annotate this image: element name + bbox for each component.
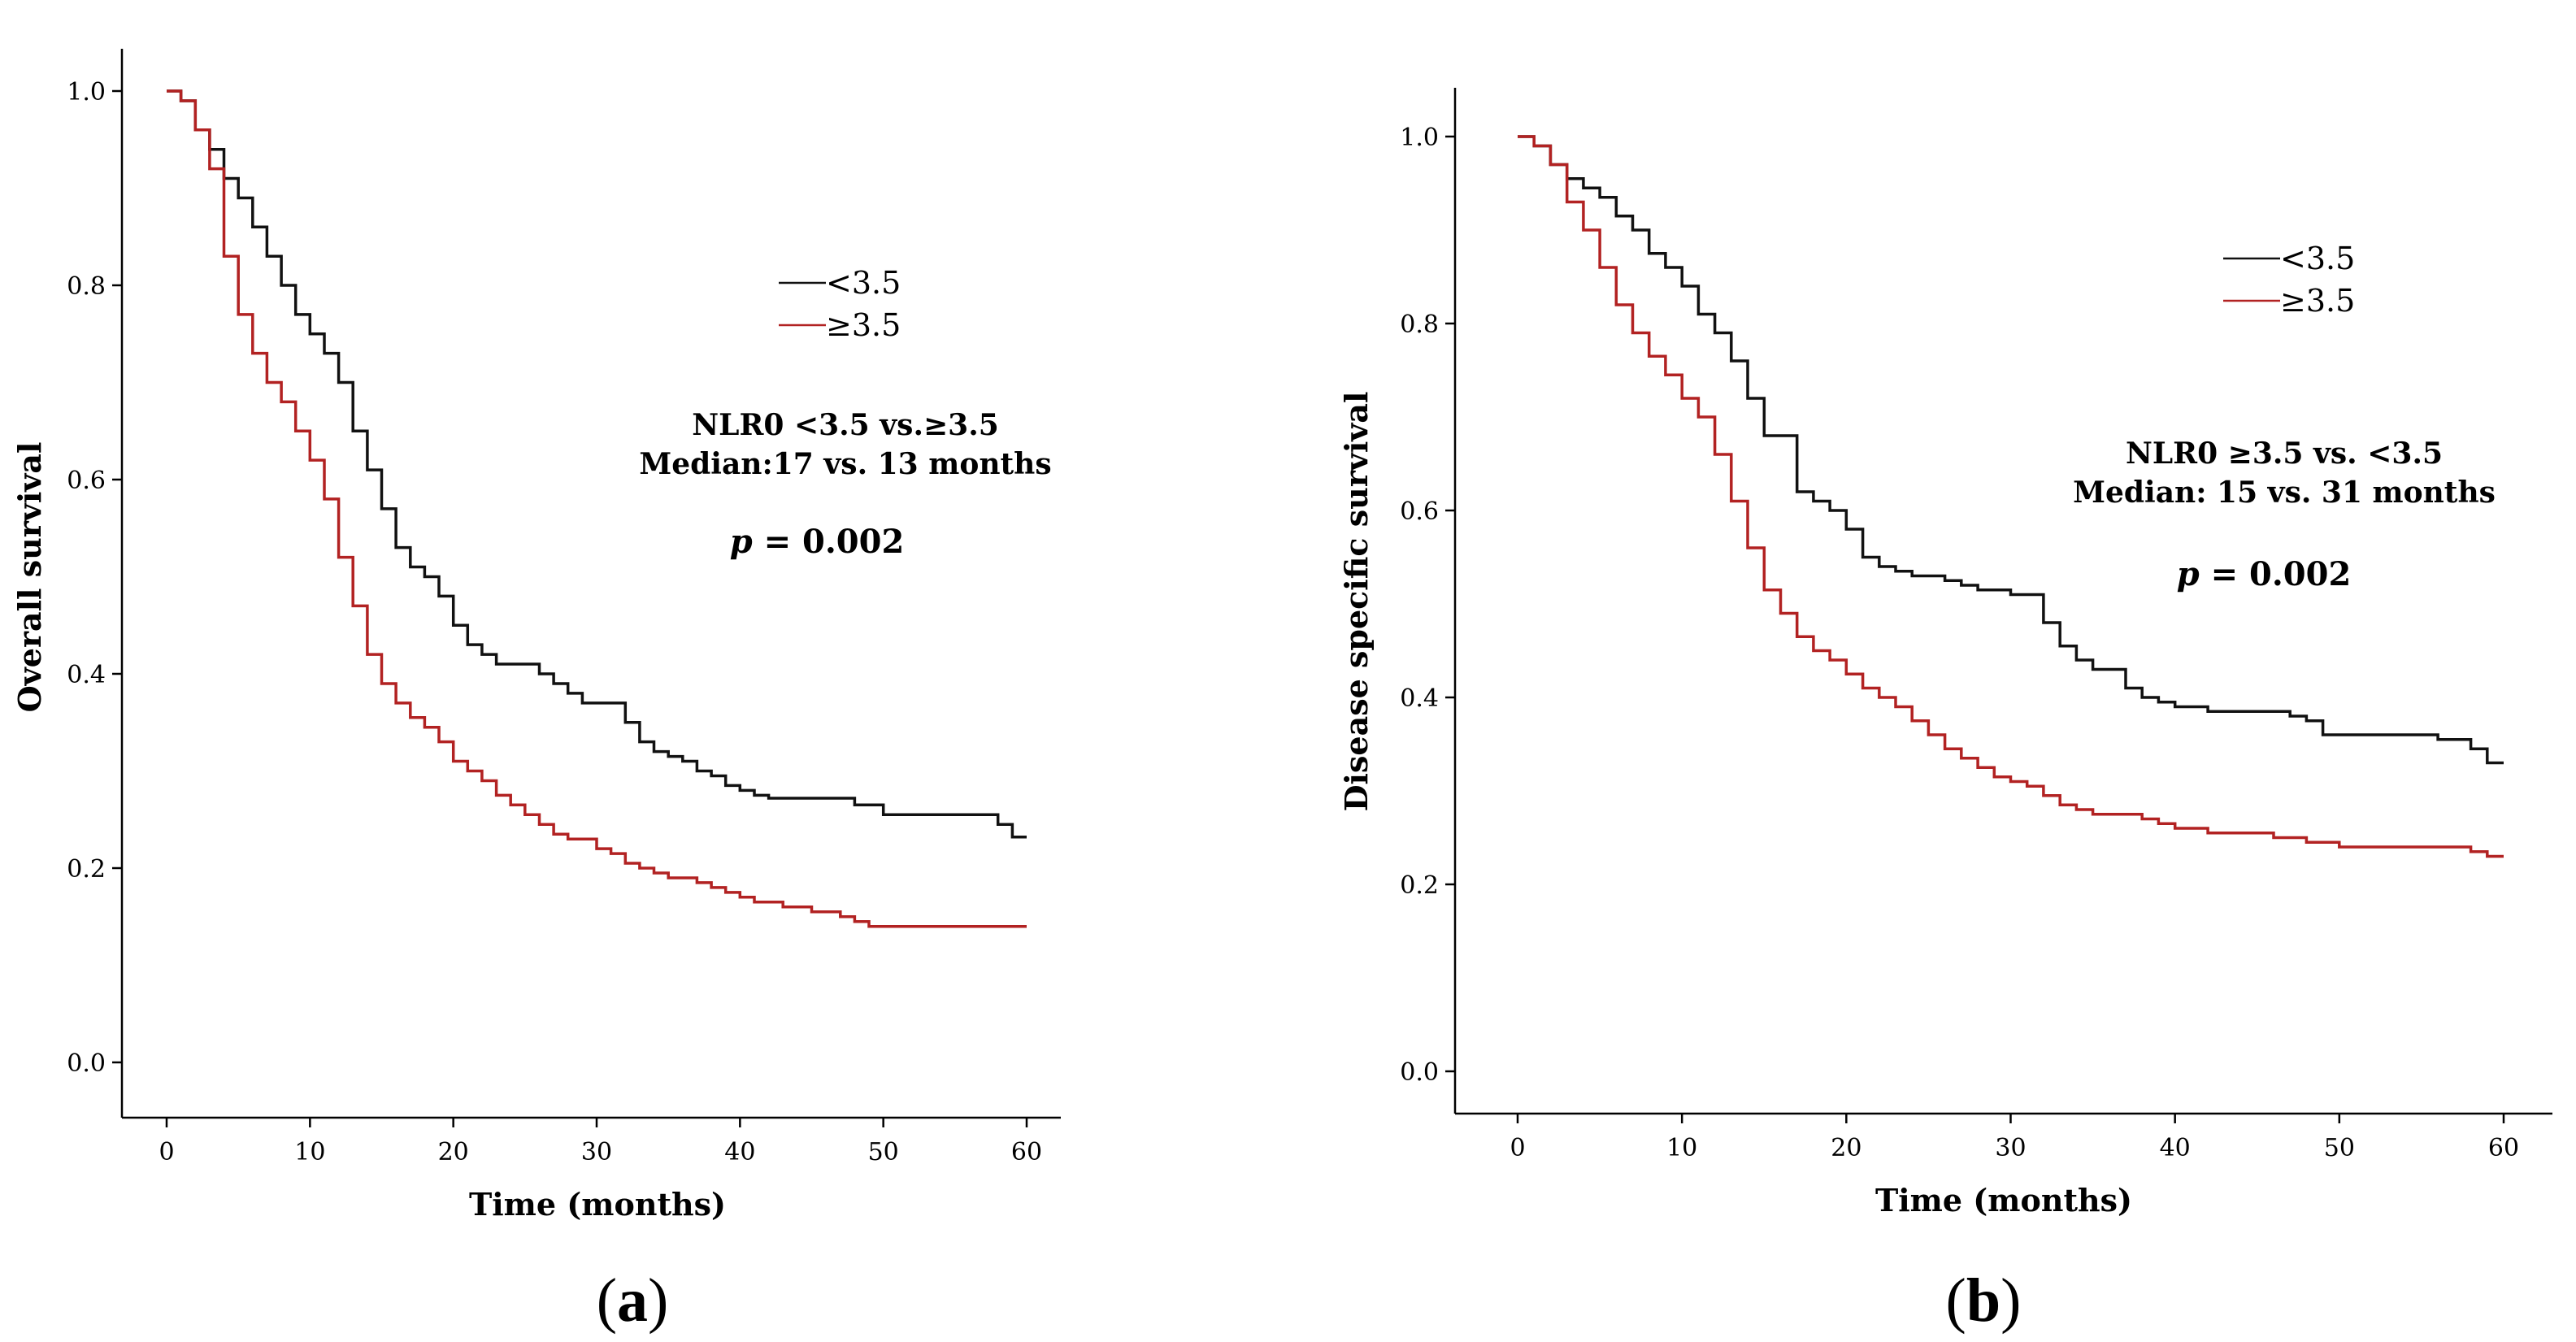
panel-b-legend: <3.5 ≥3.5: [2223, 241, 2355, 319]
panel-a-annotation-line2: Median:17 vs. 13 months: [639, 447, 1051, 481]
panel-b-axes: [1453, 88, 2552, 1115]
panel-b-label-letter: b: [1966, 1266, 2000, 1335]
panel-b-y-ticks: 0.0 0.2 0.4 0.6 0.8 1.0: [1400, 124, 1455, 1087]
panel-b-x-tick-label: 50: [2324, 1134, 2355, 1162]
panel-b-y-tick-label: 0.6: [1400, 497, 1439, 526]
panel-b-x-tick-label: 10: [1666, 1134, 1697, 1162]
panel-b-x-tick-label: 0: [1510, 1134, 1525, 1162]
panel-a-annotation-line1: NLR0 <3.5 vs.≥3.5: [692, 408, 999, 442]
panel-a-x-tick-label: 40: [724, 1138, 755, 1166]
panel-a-y-tick-label: 0.4: [67, 661, 106, 689]
panel-b-label: (b): [1946, 1266, 2022, 1335]
panel-b-annotation-line2: Median: 15 vs. 31 months: [2073, 476, 2496, 510]
panel-a-p-value: p = 0.002: [730, 523, 905, 561]
panel-a-y-axis-label: Overall survival: [11, 442, 48, 713]
panel-a-x-tick-label: 20: [438, 1138, 469, 1166]
panel-b-series: [1518, 135, 2504, 858]
panel-a-label-open: (: [597, 1266, 617, 1335]
panel-b-x-axis-label: Time (months): [1875, 1182, 2132, 1218]
panel-a-x-tick-label: 10: [294, 1138, 325, 1166]
panel-b-p-value: p = 0.002: [2177, 555, 2352, 593]
panel-a-legend-label-ge: ≥3.5: [826, 307, 901, 343]
panel-b-y-tick-label: 0.2: [1400, 871, 1439, 900]
panel-b-y-tick-label: 1.0: [1400, 124, 1439, 152]
panel-a-x-ticks: 0 10 20 30 40 50 60: [159, 1118, 1042, 1166]
panel-b-series-line-lt-3-5: [1518, 135, 2504, 765]
panel-b-x-tick-label: 30: [1995, 1134, 2026, 1162]
panel-a-axes: [120, 49, 1061, 1119]
panel-a-label: (a): [597, 1266, 669, 1335]
panel-a-x-axis-label: Time (months): [469, 1186, 726, 1223]
panel-b-p-symbol: p: [2177, 555, 2200, 593]
panel-a-series-line-lt-3-5: [167, 89, 1027, 839]
panel-a-legend: <3.5 ≥3.5: [779, 265, 901, 343]
panel-b-legend-label-lt: <3.5: [2280, 241, 2355, 276]
panel-b-y-tick-label: 0.0: [1400, 1058, 1439, 1087]
panel-b-label-open: (: [1946, 1266, 1966, 1335]
panel-b-y-tick-label: 0.8: [1400, 311, 1439, 339]
panel-b-x-tick-label: 20: [1831, 1134, 1861, 1162]
panel-a-p-symbol: p: [730, 523, 753, 561]
panel-a-series: [167, 89, 1027, 928]
panel-a-x-tick-label: 60: [1011, 1138, 1042, 1166]
panel-a-label-letter: a: [617, 1266, 648, 1335]
panel-b-p-number: = 0.002: [2200, 555, 2352, 593]
panel-a-x-tick-label: 50: [868, 1138, 899, 1166]
panel-a-legend-label-lt: <3.5: [826, 265, 901, 301]
panel-b-x-tick-label: 40: [2160, 1134, 2191, 1162]
panel-a-p-number: = 0.002: [753, 523, 905, 561]
panel-b-disease-specific-survival-chart: 0.0 0.2 0.4 0.6 0.8 1.0 0 10 20 30 40 50 60 Time (m…: [1338, 88, 2552, 1335]
panel-a-annotation: NLR0 <3.5 vs.≥3.5 Median:17 vs. 13 month…: [639, 408, 1051, 561]
panel-a-x-tick-label: 0: [159, 1138, 174, 1166]
panel-a-y-tick-label: 1.0: [67, 78, 106, 106]
panel-b-annotation-line1: NLR0 ≥3.5 vs. <3.5: [2126, 436, 2443, 471]
panel-b-label-close: ): [2000, 1266, 2021, 1335]
panel-a-series-line-ge-3-5: [167, 89, 1027, 928]
panel-a-y-tick-label: 0.0: [67, 1049, 106, 1078]
panel-b-legend-label-ge: ≥3.5: [2280, 283, 2355, 319]
panel-b-y-axis-label: Disease specific survival: [1338, 392, 1375, 812]
panel-b-x-tick-label: 60: [2488, 1134, 2519, 1162]
panel-a-y-ticks: 0.0 0.2 0.4 0.6 0.8 1.0: [67, 78, 122, 1078]
panel-a-x-tick-label: 30: [581, 1138, 612, 1166]
panel-a-overall-survival-chart: 0.0 0.2 0.4 0.6 0.8 1.0 0 10 20 30 40 50 60 Time (m…: [11, 49, 1061, 1335]
panel-a-label-close: ): [648, 1266, 668, 1335]
panel-a-y-tick-label: 0.8: [67, 272, 106, 301]
panel-b-series-line-ge-3-5: [1518, 135, 2504, 858]
panel-b-x-ticks: 0 10 20 30 40 50 60: [1510, 1114, 2519, 1162]
panel-a-y-tick-label: 0.6: [67, 467, 106, 495]
panel-a-y-tick-label: 0.2: [67, 855, 106, 884]
panel-b-y-tick-label: 0.4: [1400, 684, 1439, 713]
panel-b-annotation: NLR0 ≥3.5 vs. <3.5 Median: 15 vs. 31 mon…: [2073, 436, 2496, 593]
